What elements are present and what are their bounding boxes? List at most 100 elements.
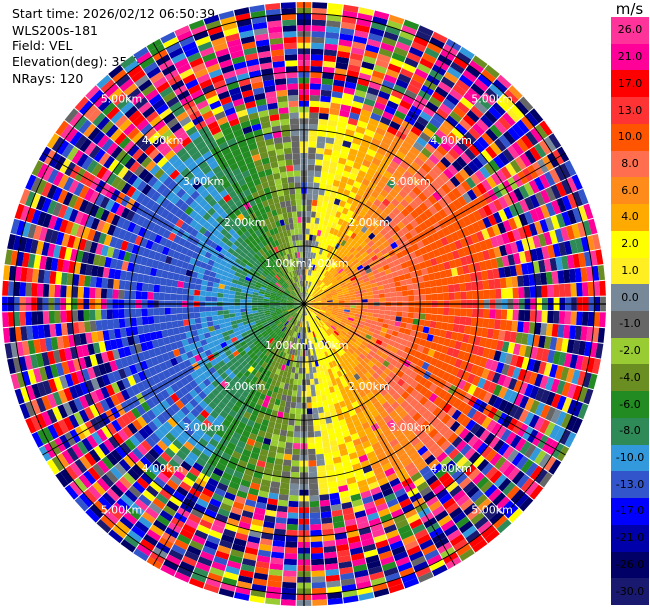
velocity-gate: [128, 364, 138, 375]
velocity-gate: [428, 138, 440, 150]
velocity-gate: [313, 293, 319, 298]
velocity-gate: [336, 230, 343, 238]
velocity-gate: [354, 30, 369, 39]
velocity-gate: [177, 420, 188, 431]
velocity-gate: [217, 401, 227, 410]
velocity-gate: [313, 354, 318, 362]
velocity-gate: [309, 112, 319, 119]
velocity-gate: [212, 396, 221, 406]
velocity-gate: [183, 282, 190, 289]
velocity-gate: [481, 92, 496, 106]
velocity-gate: [141, 379, 151, 390]
velocity-gate: [332, 397, 339, 405]
velocity-gate: [110, 484, 124, 498]
velocity-gate: [321, 225, 327, 232]
velocity-gate: [440, 345, 449, 355]
velocity-gate: [432, 406, 443, 417]
velocity-gate: [249, 482, 261, 491]
velocity-gate: [335, 408, 343, 416]
velocity-gate: [400, 226, 410, 235]
velocity-gate: [389, 189, 399, 198]
velocity-gate: [227, 353, 235, 361]
velocity-gate: [262, 321, 269, 327]
velocity-gate: [145, 398, 156, 409]
velocity-gate: [498, 399, 509, 412]
velocity-gate: [402, 442, 414, 453]
velocity-gate: [387, 534, 402, 545]
velocity-gate: [403, 577, 420, 589]
velocity-gate: [131, 464, 144, 477]
velocity-gate: [544, 421, 556, 437]
velocity-gate: [452, 489, 466, 502]
velocity-gate: [383, 74, 397, 84]
velocity-gate: [326, 422, 334, 430]
velocity-gate: [410, 219, 419, 229]
velocity-gate: [355, 125, 366, 135]
velocity-gate: [316, 229, 322, 237]
velocity-gate: [339, 400, 347, 408]
velocity-gate: [269, 307, 276, 311]
velocity-gate: [271, 315, 278, 319]
velocity-gate: [529, 399, 540, 414]
velocity-gate: [246, 438, 256, 447]
velocity-gate: [286, 300, 293, 303]
velocity-gate: [314, 317, 320, 323]
velocity-gate: [398, 274, 406, 281]
velocity-gate: [361, 421, 371, 430]
velocity-gate: [307, 176, 314, 183]
velocity-gate: [184, 402, 195, 412]
velocity-gate: [371, 364, 379, 372]
velocity-gate: [353, 419, 362, 428]
velocity-gate: [368, 232, 376, 240]
velocity-gate: [129, 290, 137, 300]
velocity-gate: [309, 301, 316, 304]
velocity-gate: [355, 424, 364, 433]
velocity-gate: [577, 222, 587, 238]
velocity-gate: [319, 340, 324, 347]
velocity-gate: [184, 325, 191, 333]
velocity-gate: [316, 329, 321, 336]
velocity-gate: [285, 541, 298, 548]
velocity-gate: [352, 41, 366, 50]
velocity-gate: [258, 454, 268, 463]
velocity-gate: [249, 352, 256, 359]
velocity-gate: [149, 524, 165, 537]
velocity-gate: [320, 212, 326, 220]
instrument-text: WLS200s-181: [12, 23, 98, 38]
velocity-gate: [273, 534, 286, 542]
velocity-gate: [449, 176, 461, 188]
velocity-gate: [283, 311, 289, 316]
velocity-gate: [307, 251, 311, 258]
velocity-gate: [219, 410, 229, 419]
velocity-gate: [230, 506, 243, 516]
velocity-gate: [319, 261, 324, 268]
velocity-gate: [365, 353, 373, 361]
velocity-gate: [334, 235, 340, 243]
velocity-gate: [319, 236, 324, 243]
velocity-gate: [373, 10, 390, 20]
velocity-gate: [492, 329, 500, 340]
velocity-gate: [425, 495, 439, 507]
velocity-gate: [481, 525, 496, 539]
velocity-gate: [430, 180, 441, 191]
velocity-gate: [320, 295, 326, 299]
velocity-gate: [496, 496, 511, 511]
velocity-gate: [556, 380, 566, 395]
velocity-gate: [106, 452, 119, 466]
velocity-gate: [198, 437, 209, 448]
velocity-gate: [524, 443, 537, 459]
velocity-gate: [307, 170, 315, 177]
velocity-gate: [331, 360, 338, 367]
velocity-gate: [252, 354, 259, 362]
velocity-gate: [435, 359, 444, 369]
velocity-gate: [385, 405, 395, 415]
velocity-gate: [498, 459, 512, 474]
velocity-gate: [441, 226, 451, 237]
velocity-gate: [305, 309, 307, 316]
velocity-gate: [409, 451, 421, 462]
velocity-gate: [307, 437, 315, 444]
velocity-gate: [250, 324, 257, 329]
velocity-gate: [237, 346, 244, 354]
velocity-gate: [481, 69, 496, 83]
velocity-gate: [572, 340, 581, 355]
